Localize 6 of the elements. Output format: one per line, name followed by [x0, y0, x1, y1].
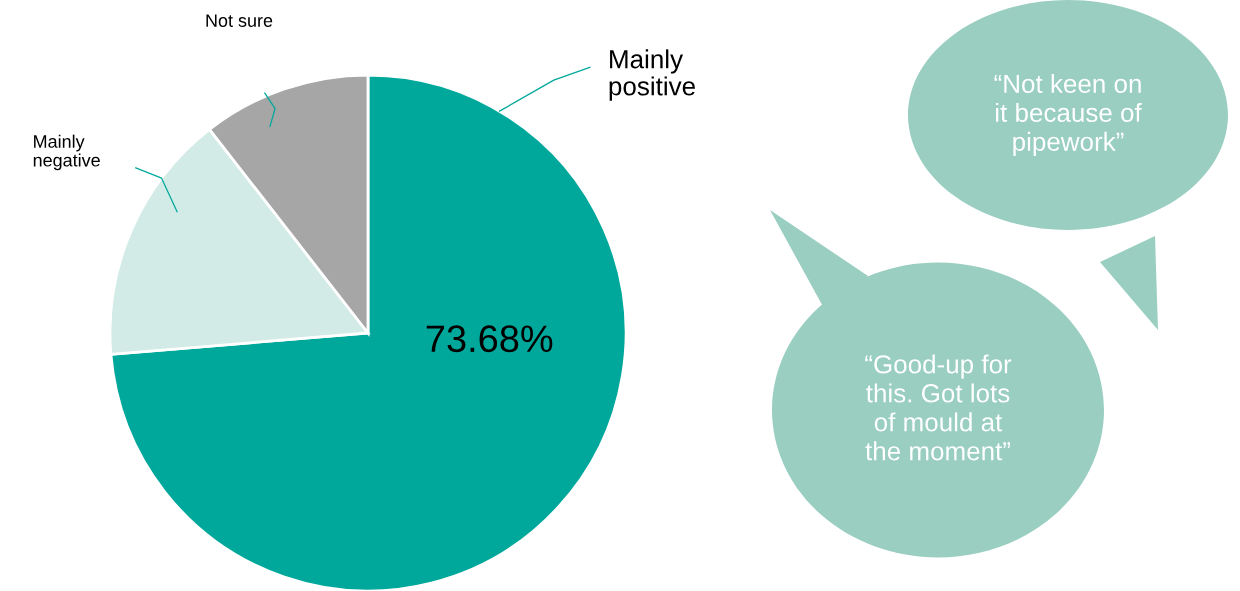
- slice-label: Mainly negative: [33, 134, 100, 171]
- data-label: 73.68%: [426, 325, 553, 353]
- slice-label: Mainly positive: [609, 49, 695, 101]
- text: “Good-up for this. Got lots of mould at the moment”: [865, 354, 1012, 461]
- text: “Not keen on it because of pipework”: [994, 73, 1142, 157]
- slice-label: Not sure: [206, 14, 273, 27]
